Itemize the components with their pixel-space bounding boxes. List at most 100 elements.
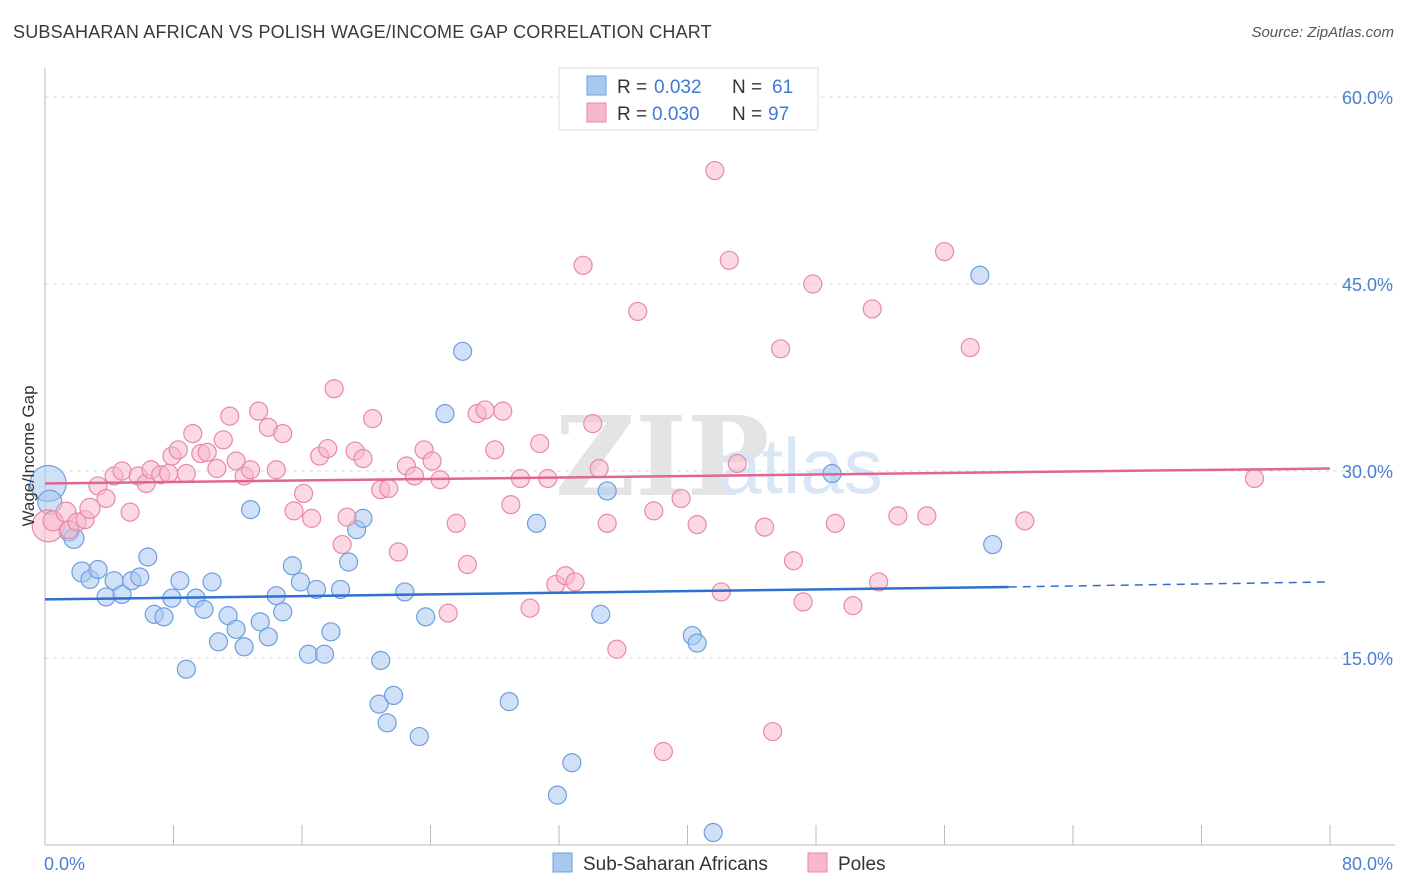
sub-saharan-point [591, 604, 611, 624]
poles-point [589, 458, 609, 479]
sub-saharan-trend-extension [1008, 581, 1331, 588]
y-tick-labels: 15.0% 30.0% 45.0% 60.0% [1342, 88, 1393, 669]
sub-saharan-point [687, 633, 707, 653]
sub-saharan-point [395, 582, 415, 602]
poles-point [284, 501, 304, 521]
sub-saharan-point [983, 534, 1003, 555]
sub-saharan-point [970, 265, 990, 285]
y-tick-label: 45.0% [1342, 275, 1393, 295]
legend-box: R = 0.032 N = 61 R = 0.030 N = 97 [558, 67, 819, 131]
poles-point [388, 542, 408, 562]
sub-saharan-trend-line [44, 585, 1009, 601]
sub-saharan-point [154, 607, 174, 627]
sub-saharan-point [273, 602, 293, 622]
poles-point [917, 506, 937, 526]
poles-point [644, 501, 664, 521]
poles-point [213, 430, 233, 450]
poles-point [207, 458, 227, 479]
poles-point [273, 424, 293, 444]
trend-lines [44, 467, 1331, 601]
poles-point [803, 274, 823, 294]
poles-point [337, 507, 357, 527]
sub-saharan-point [258, 627, 278, 647]
poles-point [628, 301, 648, 322]
sub-saharan-point [282, 556, 302, 576]
sub-saharan-point [96, 587, 116, 607]
legend-swatch-poles [586, 102, 607, 123]
sub-saharan-point [547, 785, 567, 805]
legend-r-value: 0.030 [652, 104, 700, 125]
sub-saharan-point [526, 513, 547, 533]
legend-r-label: R = [617, 104, 647, 125]
sub-saharan-point [330, 579, 351, 600]
poles-point [862, 299, 882, 319]
sub-saharan-point [597, 481, 617, 501]
poles-point [888, 506, 908, 526]
sub-saharan-point [499, 692, 519, 712]
sub-saharan-point [453, 341, 473, 361]
legend-r-label: R = [617, 77, 647, 98]
bottom-legend-swatch-sub-saharan [552, 852, 573, 873]
poles-point [96, 488, 116, 509]
poles-point [438, 603, 458, 623]
x-tick-label: 80.0% [1342, 854, 1393, 874]
sub-saharan-point [416, 607, 436, 627]
poles-point [353, 448, 373, 469]
sub-saharan-point [703, 822, 723, 843]
poles-point [783, 551, 804, 571]
poles-point [226, 451, 246, 471]
legend-n-value: 97 [768, 104, 789, 125]
sub-saharan-point [170, 571, 190, 591]
bottom-legend-swatch-poles [807, 852, 828, 873]
poles-point [565, 572, 585, 592]
sub-saharan-point [314, 644, 335, 664]
poles-point [332, 534, 352, 555]
poles-point [530, 433, 550, 454]
poles-point [159, 463, 179, 484]
poles-point [1015, 511, 1035, 531]
poles-point [404, 466, 425, 486]
sub-saharan-point [290, 572, 310, 592]
source-label: Source: ZipAtlas.com [1251, 24, 1394, 41]
poles-point [422, 451, 442, 471]
poles-point [475, 400, 495, 420]
y-axis-label: Wage/Income Gap [19, 385, 38, 526]
poles-point [934, 241, 955, 262]
poles-point [197, 442, 217, 462]
poles-point [183, 424, 203, 444]
sub-saharan-point [409, 726, 429, 747]
poles-point [825, 513, 845, 533]
sub-saharan-point [353, 508, 373, 528]
poles-point [112, 461, 132, 481]
bottom-legend-label: Poles [838, 854, 886, 875]
sub-saharan-point [226, 619, 246, 639]
poles-point [573, 255, 593, 275]
legend-n-label: N = [732, 104, 762, 125]
poles-point [719, 250, 739, 270]
poles-point [294, 483, 314, 504]
poles-point [120, 502, 140, 522]
sub-saharan-point [208, 632, 229, 652]
poles-point [363, 409, 383, 429]
poles-point [485, 440, 505, 460]
poles-point [457, 554, 478, 575]
sub-saharan-point [321, 622, 341, 642]
sub-saharan-point [202, 572, 222, 592]
poles-point [763, 721, 783, 742]
x-tick-labels: 0.0% 80.0% [44, 854, 1393, 874]
chart-title: SUBSAHARAN AFRICAN VS POLISH WAGE/INCOME… [13, 22, 712, 42]
poles-point [869, 572, 889, 592]
poles-point [843, 596, 863, 616]
sub-saharan-point [298, 644, 319, 664]
poles-point [727, 453, 747, 474]
x-tick-label: 0.0% [44, 854, 85, 874]
poles-point [249, 401, 269, 421]
poles-point [318, 438, 338, 459]
sub-saharan-point [435, 404, 455, 424]
poles-point [653, 741, 674, 762]
sub-saharan-point [130, 567, 150, 587]
legend-n-label: N = [732, 77, 762, 98]
grid [45, 96, 1395, 659]
sub-saharan-point [88, 559, 108, 580]
poles-point [520, 598, 540, 618]
